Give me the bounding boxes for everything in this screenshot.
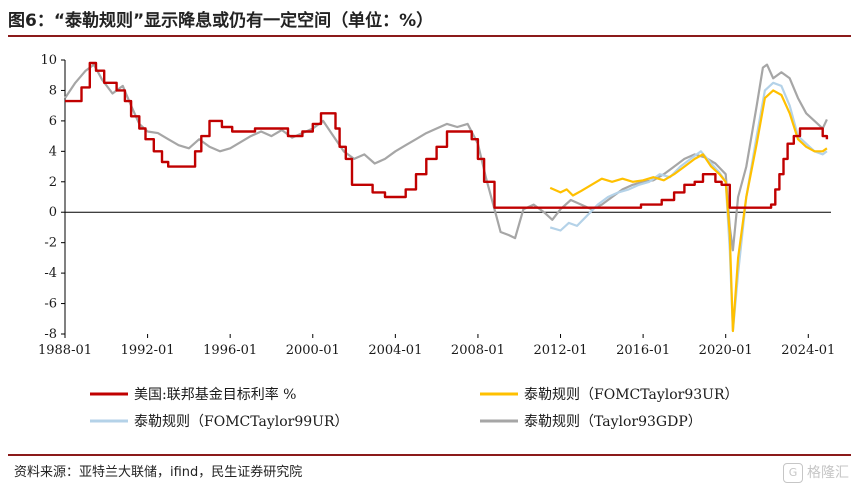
- x-tick-label: 2020-01: [699, 343, 753, 358]
- y-tick-label: -4: [44, 266, 57, 281]
- x-tick-label: 2016-01: [616, 343, 670, 358]
- title-divider: [8, 35, 851, 37]
- series-line-3: [64, 63, 828, 252]
- x-tick-label: 2004-01: [368, 343, 422, 358]
- series-line-1: [549, 89, 828, 333]
- legend-label-1: 泰勒规则（FOMCTaylor93UR）: [524, 387, 739, 403]
- chart-series: [64, 61, 829, 333]
- y-tick-label: 6: [49, 114, 57, 129]
- legend-label-0: 美国:联邦基金目标利率 %: [134, 386, 296, 403]
- series-line-0: [65, 61, 829, 209]
- legend-label-3: 泰勒规则（Taylor93GDP）: [524, 414, 702, 430]
- chart-axes: -8 -6 -4 -2 0 2 4 6 8 10 1988-01 1992-01 1996-01 2000…: [38, 53, 835, 358]
- y-tick-label: 4: [49, 144, 57, 159]
- chart-title: 图6：“泰勒规则”显示降息或仍有一定空间（单位：%）: [8, 11, 434, 31]
- series-line-2: [549, 81, 828, 333]
- legend-label-2: 泰勒规则（FOMCTaylor99UR）: [134, 414, 349, 430]
- line-chart: -8 -6 -4 -2 0 2 4 6 8 10 1988-01 1992-01 1996-01 2000…: [38, 53, 835, 430]
- y-tick-label: -8: [44, 327, 57, 342]
- x-tick-label: 2024-01: [781, 343, 835, 358]
- y-tick-label: 10: [40, 53, 57, 68]
- watermark: G 格隆汇: [783, 462, 849, 483]
- source-note: 资料来源：亚特兰大联储，ifind，民生证券研究院: [14, 465, 303, 480]
- footer-divider: [8, 454, 851, 456]
- x-tick-label: 2012-01: [534, 343, 588, 358]
- chart-legend: 美国:联邦基金目标利率 % 泰勒规则（FOMCTaylor93UR） 泰勒规则（FO…: [90, 386, 739, 430]
- y-tick-label: 8: [49, 83, 57, 98]
- y-tick-label: -6: [44, 297, 57, 312]
- x-tick-label: 2008-01: [451, 343, 505, 358]
- x-tick-label: 1996-01: [203, 343, 257, 358]
- watermark-logo-icon: G: [783, 463, 803, 483]
- y-tick-label: 0: [49, 205, 57, 220]
- watermark-text: 格隆汇: [807, 465, 849, 481]
- x-tick-label: 2000-01: [286, 343, 340, 358]
- y-tick-label: 2: [49, 175, 57, 190]
- y-tick-label: -2: [44, 236, 57, 251]
- x-tick-label: 1992-01: [121, 343, 175, 358]
- x-tick-label: 1988-01: [38, 343, 92, 358]
